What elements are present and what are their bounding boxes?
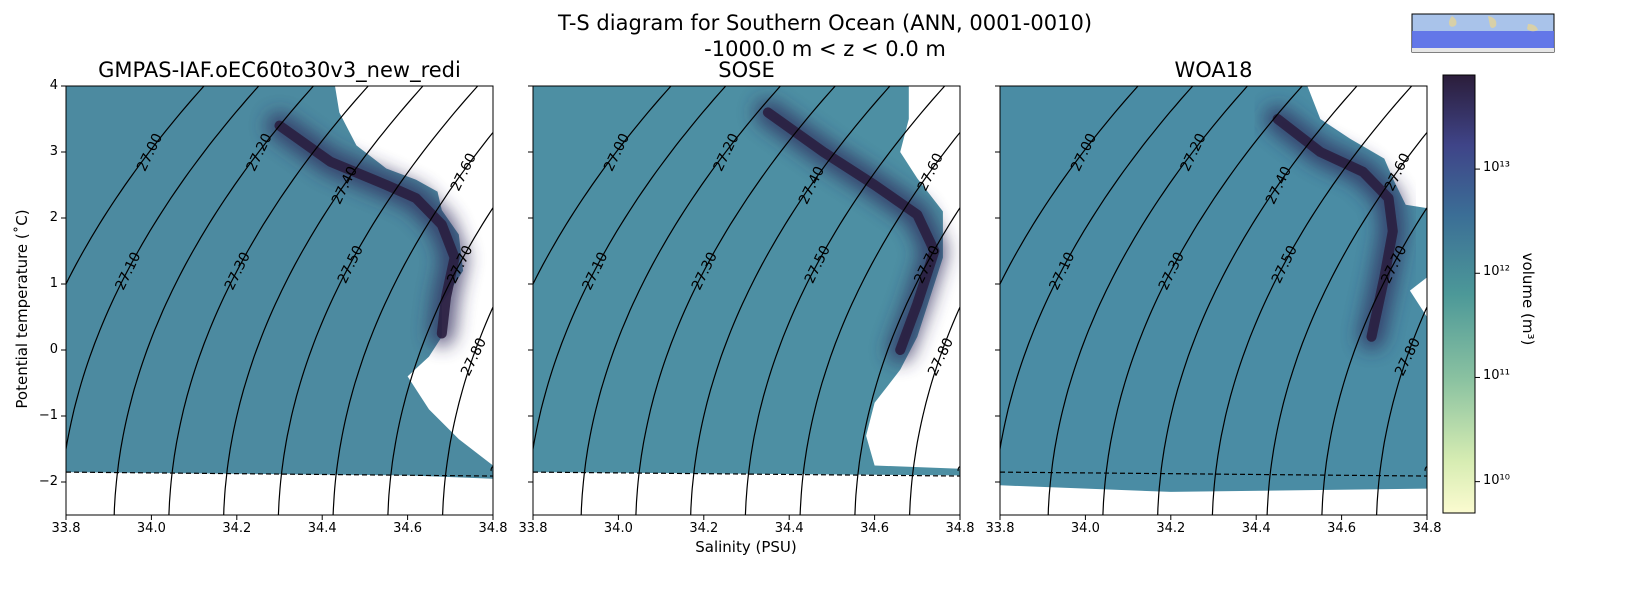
density-contour-27.40 <box>690 86 891 515</box>
contour-label-gap <box>960 434 980 478</box>
panel-title-2: SOSE <box>718 58 775 82</box>
figure-title: T-S diagram for Southern Ocean (ANN, 000… <box>557 11 1093 35</box>
y-tick-label: −2 <box>38 474 58 489</box>
density-contour-27.80 <box>1376 305 1427 515</box>
x-tick-label: 33.8 <box>518 521 548 536</box>
panel-1-water-mass-peak <box>274 120 460 339</box>
density-contour-28.00 <box>1486 86 1650 515</box>
x-axis-label: Salinity (PSU) <box>695 538 797 556</box>
x-tick-label: 34.8 <box>1412 521 1442 536</box>
colorbar <box>1442 74 1476 514</box>
freezing-line <box>1000 471 1427 477</box>
density-contour-27.50 <box>744 86 946 515</box>
contour-label-gap <box>493 434 513 478</box>
x-tick-label: 34.0 <box>603 521 633 536</box>
colorbar-tick-label: 10¹⁰ <box>1483 472 1510 488</box>
region-inset-map <box>1411 13 1555 53</box>
x-tick-label: 34.2 <box>689 521 719 536</box>
density-contour-27.70 <box>854 206 960 515</box>
x-tick-label: 34.6 <box>393 521 423 536</box>
density-contour-27.00 <box>66 86 205 286</box>
x-tick-label: 34.2 <box>1156 521 1186 536</box>
colorbar-tick-label: 10¹¹ <box>1483 368 1510 384</box>
colorbar-tick-label: 10¹² <box>1483 264 1510 280</box>
contour-label-28.00: 28.00 <box>1475 448 1507 491</box>
inset-region-highlight <box>1412 31 1554 52</box>
density-contour-27.60 <box>1266 131 1427 515</box>
freezing-line <box>533 471 960 477</box>
inset-continents <box>1448 16 1538 32</box>
contour-label-27.60: 27.60 <box>915 151 947 194</box>
density-contour-27.50 <box>277 86 479 515</box>
panel-title-1: GMPAS-IAF.oEC60to30v3_new_redi <box>98 58 461 82</box>
x-tick-label: 34.0 <box>1070 521 1100 536</box>
density-contour-27.30 <box>1102 86 1303 515</box>
density-contour-27.40 <box>1157 86 1358 515</box>
y-tick-label: 0 <box>49 342 58 357</box>
density-contour-27.20 <box>1047 86 1248 515</box>
contour-label-gap <box>1480 447 1500 491</box>
density-contour-27.20 <box>113 86 314 515</box>
x-tick-label: 33.8 <box>51 521 81 536</box>
inset-antarctica <box>1412 48 1554 52</box>
panel-title-3: WOA18 <box>1174 58 1253 82</box>
y-tick-label: 3 <box>49 144 58 159</box>
x-tick-label: 34.4 <box>774 521 804 536</box>
y-tick-label: 1 <box>49 276 58 291</box>
panel-3-volume-field <box>1000 86 1427 492</box>
x-tick-label: 34.0 <box>136 521 166 536</box>
density-contour-27.20 <box>580 86 781 515</box>
density-contour-27.10 <box>66 86 260 453</box>
density-contour-27.30 <box>635 86 836 515</box>
x-tick-label: 34.8 <box>478 521 508 536</box>
panel-2-water-mass-peak <box>762 107 940 355</box>
contour-label-27.80: 27.80 <box>458 336 490 379</box>
panel-1-heatmap: 27.0027.1027.2027.3027.4027.5027.6027.70… <box>66 86 513 515</box>
y-tick-label: 4 <box>49 78 58 93</box>
x-tick-label: 33.8 <box>985 521 1015 536</box>
figure-subtitle: -1000.0 m < z < 0.0 m <box>704 37 946 61</box>
density-contour-27.70 <box>1321 206 1427 515</box>
y-tick-label: −1 <box>38 408 58 423</box>
panel-2-heatmap: 27.0027.1027.2027.3027.4027.5027.6027.70… <box>533 86 980 515</box>
colorbar-tick-label: 10¹³ <box>1483 160 1510 176</box>
density-contour-27.50 <box>1211 86 1413 515</box>
contour-label-27.60: 27.60 <box>448 151 480 194</box>
density-contour-27.30 <box>168 86 369 515</box>
x-tick-label: 34.4 <box>1241 521 1271 536</box>
density-contour-27.00 <box>1000 86 1139 286</box>
density-contour-27.80 <box>442 305 493 515</box>
panel-3-heatmap: 27.0027.1027.2027.3027.4027.5027.6027.70… <box>1000 86 1650 515</box>
x-tick-label: 34.2 <box>222 521 252 536</box>
density-contour-27.60 <box>799 131 960 515</box>
x-tick-label: 34.4 <box>307 521 337 536</box>
density-contour-27.60 <box>332 131 493 515</box>
x-tick-label: 34.6 <box>860 521 890 536</box>
density-contour-27.40 <box>223 86 424 515</box>
density-contour-27.70 <box>387 206 493 515</box>
density-contour-27.00 <box>533 86 672 286</box>
contour-label-27.80: 27.80 <box>925 336 957 379</box>
density-contour-27.80 <box>909 305 960 515</box>
panel-3-water-mass-peak <box>1272 114 1398 342</box>
panel-1-frame <box>65 85 494 516</box>
density-contour-27.10 <box>1000 86 1194 453</box>
x-tick-label: 34.8 <box>945 521 975 536</box>
x-tick-label: 34.6 <box>1327 521 1357 536</box>
panel-3-frame <box>999 85 1428 516</box>
y-tick-label: 2 <box>49 210 58 225</box>
freezing-line <box>66 471 493 477</box>
panel-2-frame <box>532 85 961 516</box>
density-contour-27.10 <box>533 86 727 453</box>
